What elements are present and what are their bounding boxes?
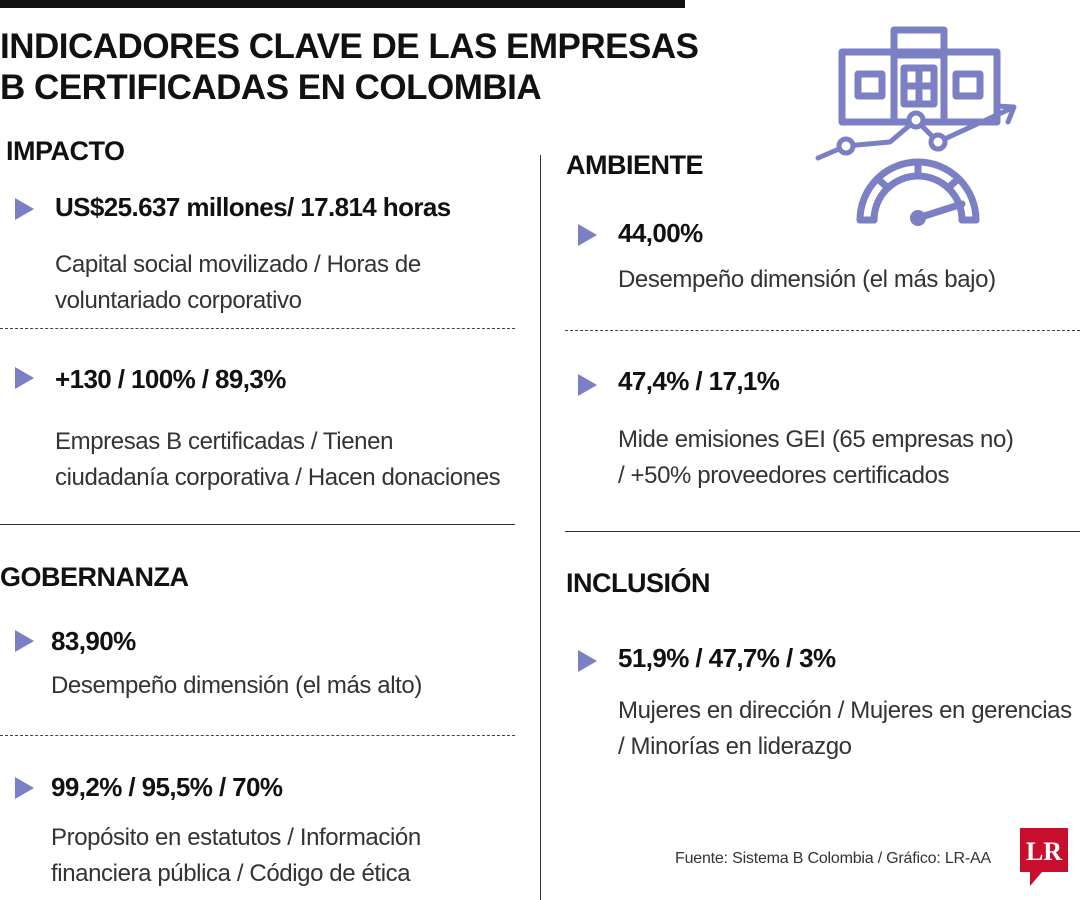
indicator-value: US$25.637 millones/ 17.814 horas: [55, 192, 451, 222]
indicator-value: 51,9% / 47,7% / 3%: [618, 643, 836, 673]
list-item: 99,2% / 95,5% / 70% Propósito en estatut…: [15, 772, 525, 897]
indicator-description: Propósito en estatutos / Información fin…: [51, 824, 421, 887]
dashed-divider: [0, 328, 515, 329]
column-divider: [540, 155, 541, 900]
indicator-value: 47,4% / 17,1%: [618, 366, 780, 396]
indicator-description: Mujeres en dirección / Mujeres en gerenc…: [618, 697, 1072, 760]
list-item: +130 / 100% / 89,3% Empresas B certifica…: [15, 364, 525, 504]
lr-logo-icon: LR: [1020, 828, 1068, 886]
section-title-ambiente: AMBIENTE: [566, 150, 704, 180]
section-title-impacto: IMPACTO: [6, 136, 125, 166]
source-note: Fuente: Sistema B Colombia / Gráfico: LR…: [675, 850, 991, 867]
indicator-description: Desempeño dimensión (el más bajo): [618, 266, 996, 293]
triangle-bullet-icon: [578, 374, 597, 396]
list-item: US$25.637 millones/ 17.814 horas Capital…: [15, 192, 525, 322]
triangle-bullet-icon: [578, 650, 597, 672]
indicator-description: Capital social movilizado / Horas de vol…: [55, 251, 421, 314]
section-divider: [0, 524, 515, 525]
indicator-description: Mide emisiones GEI (65 empresas no) / +5…: [618, 426, 1014, 489]
section-divider: [565, 531, 1080, 532]
triangle-bullet-icon: [15, 777, 34, 799]
page-title: INDICADORES CLAVE DE LAS EMPRESAS B CERT…: [0, 27, 699, 107]
indicator-value: 44,00%: [618, 218, 703, 248]
triangle-bullet-icon: [578, 224, 597, 246]
indicator-value: +130 / 100% / 89,3%: [55, 364, 286, 394]
top-bar: [0, 0, 685, 8]
dashed-divider: [0, 735, 515, 736]
building-growth-gauge-icon: [815, 26, 1017, 226]
indicator-description: Empresas B certificadas / Tienen ciudada…: [55, 428, 501, 491]
indicator-value: 83,90%: [51, 626, 136, 656]
list-item: 51,9% / 47,7% / 3% Mujeres en dirección …: [578, 643, 1078, 773]
section-title-inclusion: INCLUSIÓN: [566, 568, 711, 598]
dashed-divider: [565, 330, 1080, 331]
list-item: 44,00% Desempeño dimensión (el más bajo): [578, 218, 1078, 308]
section-title-gobernanza: GOBERNANZA: [0, 562, 189, 592]
triangle-bullet-icon: [15, 630, 34, 652]
list-item: 47,4% / 17,1% Mide emisiones GEI (65 emp…: [578, 366, 1078, 501]
logo-text: LR: [1026, 837, 1062, 866]
indicator-description: Desempeño dimensión (el más alto): [51, 672, 422, 699]
triangle-bullet-icon: [15, 198, 34, 220]
triangle-bullet-icon: [15, 367, 34, 389]
list-item: 83,90% Desempeño dimensión (el más alto): [15, 626, 525, 716]
indicator-value: 99,2% / 95,5% / 70%: [51, 772, 283, 802]
